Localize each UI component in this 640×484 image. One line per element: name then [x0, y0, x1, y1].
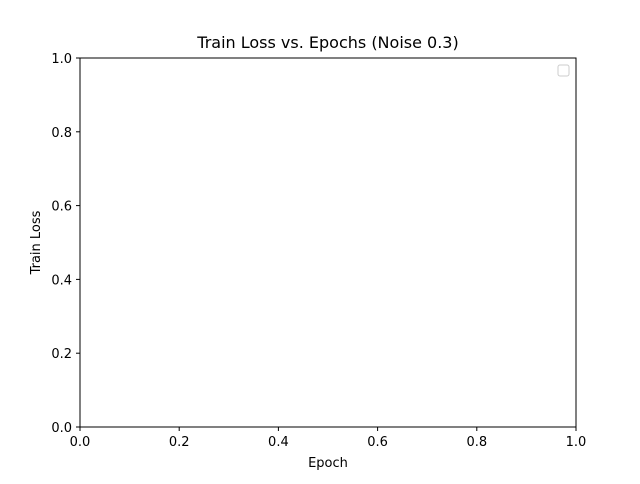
x-axis-label: Epoch: [308, 456, 348, 471]
plot-area: [79, 57, 577, 428]
y-axis-label: Train Loss: [29, 210, 44, 275]
x-axis-ticks: 0.0 0.2 0.4 0.6 0.8 1.0: [70, 427, 587, 450]
x-tick-label: 1.0: [566, 435, 587, 450]
x-tick-label: 0.0: [70, 435, 91, 450]
y-tick-label: 0.6: [51, 200, 72, 215]
y-tick-label: 0.8: [51, 126, 72, 141]
y-tick-label: 0.2: [51, 347, 72, 362]
x-tick-label: 0.2: [169, 435, 190, 450]
y-tick-label: 1.0: [51, 52, 72, 67]
x-tick-label: 0.8: [466, 435, 487, 450]
legend-box: [557, 64, 570, 77]
x-tick-label: 0.6: [367, 435, 388, 450]
chart-title: Train Loss vs. Epochs (Noise 0.3): [196, 33, 458, 52]
x-tick-label: 0.4: [268, 435, 289, 450]
y-axis-ticks: 0.0 0.2 0.4 0.6 0.8 1.0: [51, 52, 80, 436]
y-tick-label: 0.0: [51, 421, 72, 436]
y-tick-label: 0.4: [51, 273, 72, 288]
